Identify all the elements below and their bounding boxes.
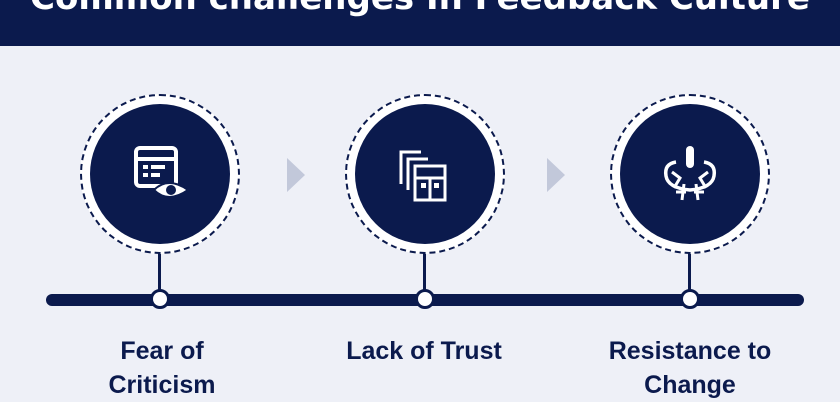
resistance-icon: [663, 146, 717, 201]
step-3-disc: [620, 104, 760, 244]
step-2-ring: [345, 94, 505, 254]
step-1-disc: [90, 104, 230, 244]
step-2-label-line-1: Lack of Trust: [346, 337, 502, 365]
buildings-icon: [399, 150, 447, 202]
dashboard-eye-icon: [134, 146, 190, 198]
timeline-node-2: [415, 289, 435, 309]
step-2-label: Lack of Trust: [304, 334, 544, 368]
step-3-label-line-2: Change: [644, 371, 736, 399]
page-title: Common challenges In Feedback Culture: [0, 0, 840, 21]
step-1-label-line-2: Criticism: [108, 371, 216, 399]
step-3-label-line-1: Resistance to: [608, 337, 772, 365]
timeline-node-1: [150, 289, 170, 309]
step-2-disc: [355, 104, 495, 244]
step-3-ring: [610, 94, 770, 254]
timeline-stem-2: [423, 252, 426, 290]
timeline-stem-1: [158, 252, 161, 290]
header-banner: Common challenges In Feedback Culture: [0, 0, 840, 46]
step-3-label: Resistance to Change: [570, 334, 810, 402]
timeline-node-3: [680, 289, 700, 309]
step-1-label-line-1: Fear of: [120, 337, 204, 365]
timeline-stem-3: [688, 252, 691, 290]
step-1-label: Fear of Criticism: [42, 334, 282, 402]
arrow-chevron-2: [547, 158, 565, 192]
step-1-ring: [80, 94, 240, 254]
arrow-chevron-1: [287, 158, 305, 192]
